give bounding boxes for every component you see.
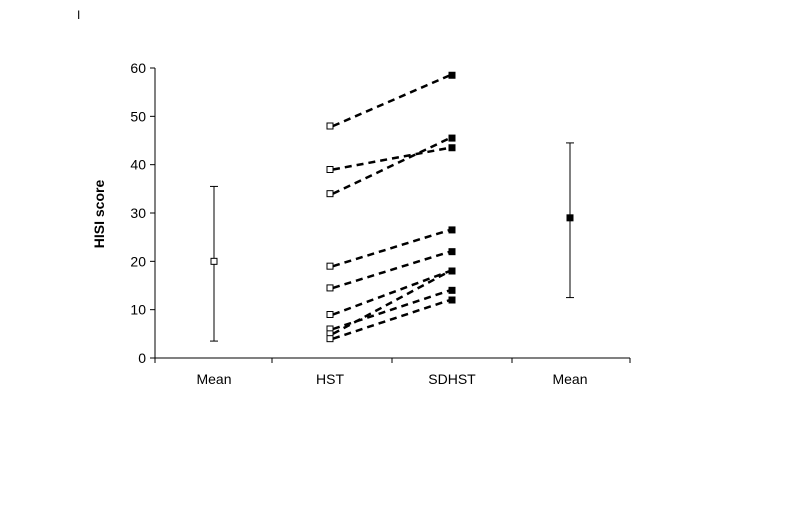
hst-point <box>326 262 334 270</box>
y-tick-label: 50 <box>130 108 146 124</box>
x-tick-label: HST <box>316 371 344 387</box>
sdhst-point <box>448 286 456 294</box>
x-tick-label: SDHST <box>428 371 476 387</box>
y-tick-label: 40 <box>130 157 146 173</box>
paired-line <box>332 269 451 335</box>
paired-line <box>332 298 451 340</box>
paired-line <box>332 250 451 290</box>
y-tick-label: 30 <box>130 205 146 221</box>
hst-point <box>326 335 334 343</box>
mean-point <box>566 214 574 222</box>
paired-line <box>332 228 451 268</box>
sdhst-point <box>448 226 456 234</box>
sdhst-point <box>448 267 456 275</box>
hst-point <box>326 122 334 130</box>
hst-point <box>326 166 334 173</box>
y-tick-label: 20 <box>130 253 146 269</box>
paired-line <box>332 136 451 195</box>
y-tick-label: 60 <box>130 60 146 76</box>
sdhst-point <box>448 134 456 142</box>
hst-point <box>326 284 334 292</box>
corner-mark: I <box>77 8 81 22</box>
paired-line <box>332 269 451 316</box>
y-tick-label: 0 <box>138 350 146 366</box>
paired-lines <box>326 71 456 343</box>
y-tick-label: 10 <box>130 302 146 318</box>
axes: 0 10 20 30 40 50 60 Mean HST SDHST Mean <box>130 60 631 387</box>
sdhst-point <box>448 71 456 79</box>
x-tick-label: Mean <box>196 371 231 387</box>
paired-line <box>332 146 451 171</box>
x-tick-label: Mean <box>552 371 587 387</box>
paired-line <box>332 74 451 128</box>
mean-markers <box>210 142 574 342</box>
sdhst-point <box>448 144 456 152</box>
y-axis-label: HISI score <box>91 180 107 249</box>
sdhst-point <box>448 248 456 256</box>
paired-line <box>332 289 451 331</box>
hst-point <box>326 311 334 318</box>
sdhst-point <box>448 296 456 304</box>
mean-point <box>210 257 218 265</box>
hst-point <box>326 190 334 198</box>
